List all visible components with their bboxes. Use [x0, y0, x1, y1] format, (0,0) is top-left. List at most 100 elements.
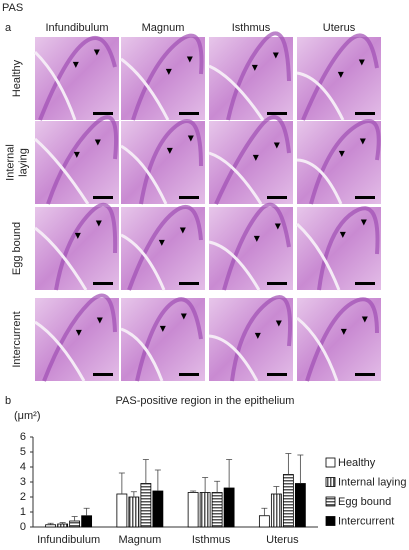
scale-bar: [355, 282, 375, 285]
error-bar: [202, 477, 209, 493]
arrowhead: [361, 316, 368, 323]
error-bar: [142, 459, 149, 484]
tissue-fold: [214, 115, 291, 205]
y-tick-label: 0: [20, 521, 26, 533]
arrowhead: [159, 325, 166, 332]
arrowhead: [253, 235, 260, 242]
bar: [116, 493, 128, 528]
legend-label: Intercurrent: [338, 515, 394, 527]
arrowhead: [273, 142, 280, 149]
scale-bar: [93, 282, 113, 285]
error-bar: [226, 459, 233, 488]
tissue-gap: [120, 144, 168, 205]
arrowhead: [186, 56, 193, 63]
bar: [270, 493, 282, 528]
tissue-gap: [295, 222, 341, 291]
legend-label: Healthy: [338, 457, 376, 469]
tissue-fold: [222, 202, 291, 291]
bar: [199, 492, 211, 528]
legend-swatch: [325, 496, 336, 507]
arrowhead: [254, 332, 261, 339]
arrowhead: [179, 227, 186, 234]
error-bar: [83, 507, 90, 516]
tissue-gap: [34, 226, 88, 291]
y-tick-label: 6: [20, 431, 26, 443]
bar: [57, 523, 69, 528]
row-label: Healthy: [11, 59, 23, 97]
arrowhead: [72, 61, 79, 68]
arrowhead: [360, 219, 367, 226]
tissue-gap: [296, 158, 343, 205]
error-bar: [130, 491, 137, 497]
arrowhead: [74, 232, 81, 239]
tissue-gap: [208, 151, 263, 205]
tissue-fold: [305, 297, 379, 382]
tissue-gap: [208, 64, 265, 121]
scale-bar: [355, 112, 375, 115]
bar: [294, 483, 306, 528]
figure-label: PAS: [2, 2, 23, 14]
arrowhead: [93, 49, 100, 56]
error-bar: [154, 469, 161, 491]
y-axis-label: (μm²): [14, 410, 41, 422]
tissue-fold: [226, 31, 291, 121]
scale-bar: [179, 373, 199, 376]
arrowhead: [337, 71, 344, 78]
arrowhead: [275, 320, 282, 327]
row-label: Egg bound: [11, 222, 23, 275]
tissue-gap: [33, 50, 77, 121]
arrowhead: [340, 328, 347, 335]
y-tick-label: 1: [20, 506, 26, 518]
bar: [187, 492, 199, 528]
column-header: Infundibulum: [46, 22, 109, 34]
bar: [211, 492, 223, 528]
micrograph: [297, 207, 381, 290]
tissue-gap: [120, 57, 170, 121]
micrograph: [209, 37, 293, 120]
column-header: Uterus: [323, 22, 356, 34]
scale-bar: [179, 196, 199, 199]
arrowhead: [95, 220, 102, 227]
arrowhead: [75, 329, 82, 336]
arrowhead: [158, 239, 165, 246]
x-tick-label: Uterus: [266, 534, 299, 546]
y-tick-label: 3: [20, 476, 26, 488]
tissue-fold: [38, 35, 117, 121]
row-label: laying: [17, 148, 29, 177]
error-bar: [273, 486, 280, 494]
bar: [69, 520, 81, 528]
error-bar: [297, 454, 304, 484]
scale-bar: [355, 373, 375, 376]
legend-swatch: [325, 477, 336, 487]
panel-letter: a: [5, 22, 12, 34]
arrowhead: [252, 154, 259, 161]
tissue-fold: [54, 202, 118, 291]
error-bar: [261, 507, 268, 516]
column-header: Magnum: [142, 22, 185, 34]
arrowhead: [73, 151, 80, 158]
error-bar: [190, 490, 197, 493]
scale-bar: [93, 112, 113, 115]
bar: [128, 496, 140, 528]
error-bar: [59, 522, 66, 524]
panel-letter: b: [5, 395, 11, 407]
arrowhead: [359, 138, 366, 145]
legend-label: Internal laying: [338, 476, 407, 488]
arrowhead: [251, 64, 258, 71]
row-label: Intercurrent: [11, 311, 23, 367]
bar: [152, 490, 164, 528]
arrowhead: [96, 317, 103, 324]
tissue-fold: [131, 33, 204, 121]
legend-swatch: [325, 516, 336, 526]
x-tick-label: Infundibulum: [37, 534, 100, 546]
tissue-fold: [301, 33, 379, 121]
arrowhead: [187, 135, 194, 142]
error-bar: [71, 516, 78, 521]
tissue-fold: [127, 205, 203, 291]
legend-swatch: [325, 457, 336, 468]
x-tick-label: Magnum: [118, 534, 161, 546]
bar: [140, 483, 152, 528]
x-tick-label: Isthmus: [192, 534, 231, 546]
arrowhead: [274, 223, 281, 230]
